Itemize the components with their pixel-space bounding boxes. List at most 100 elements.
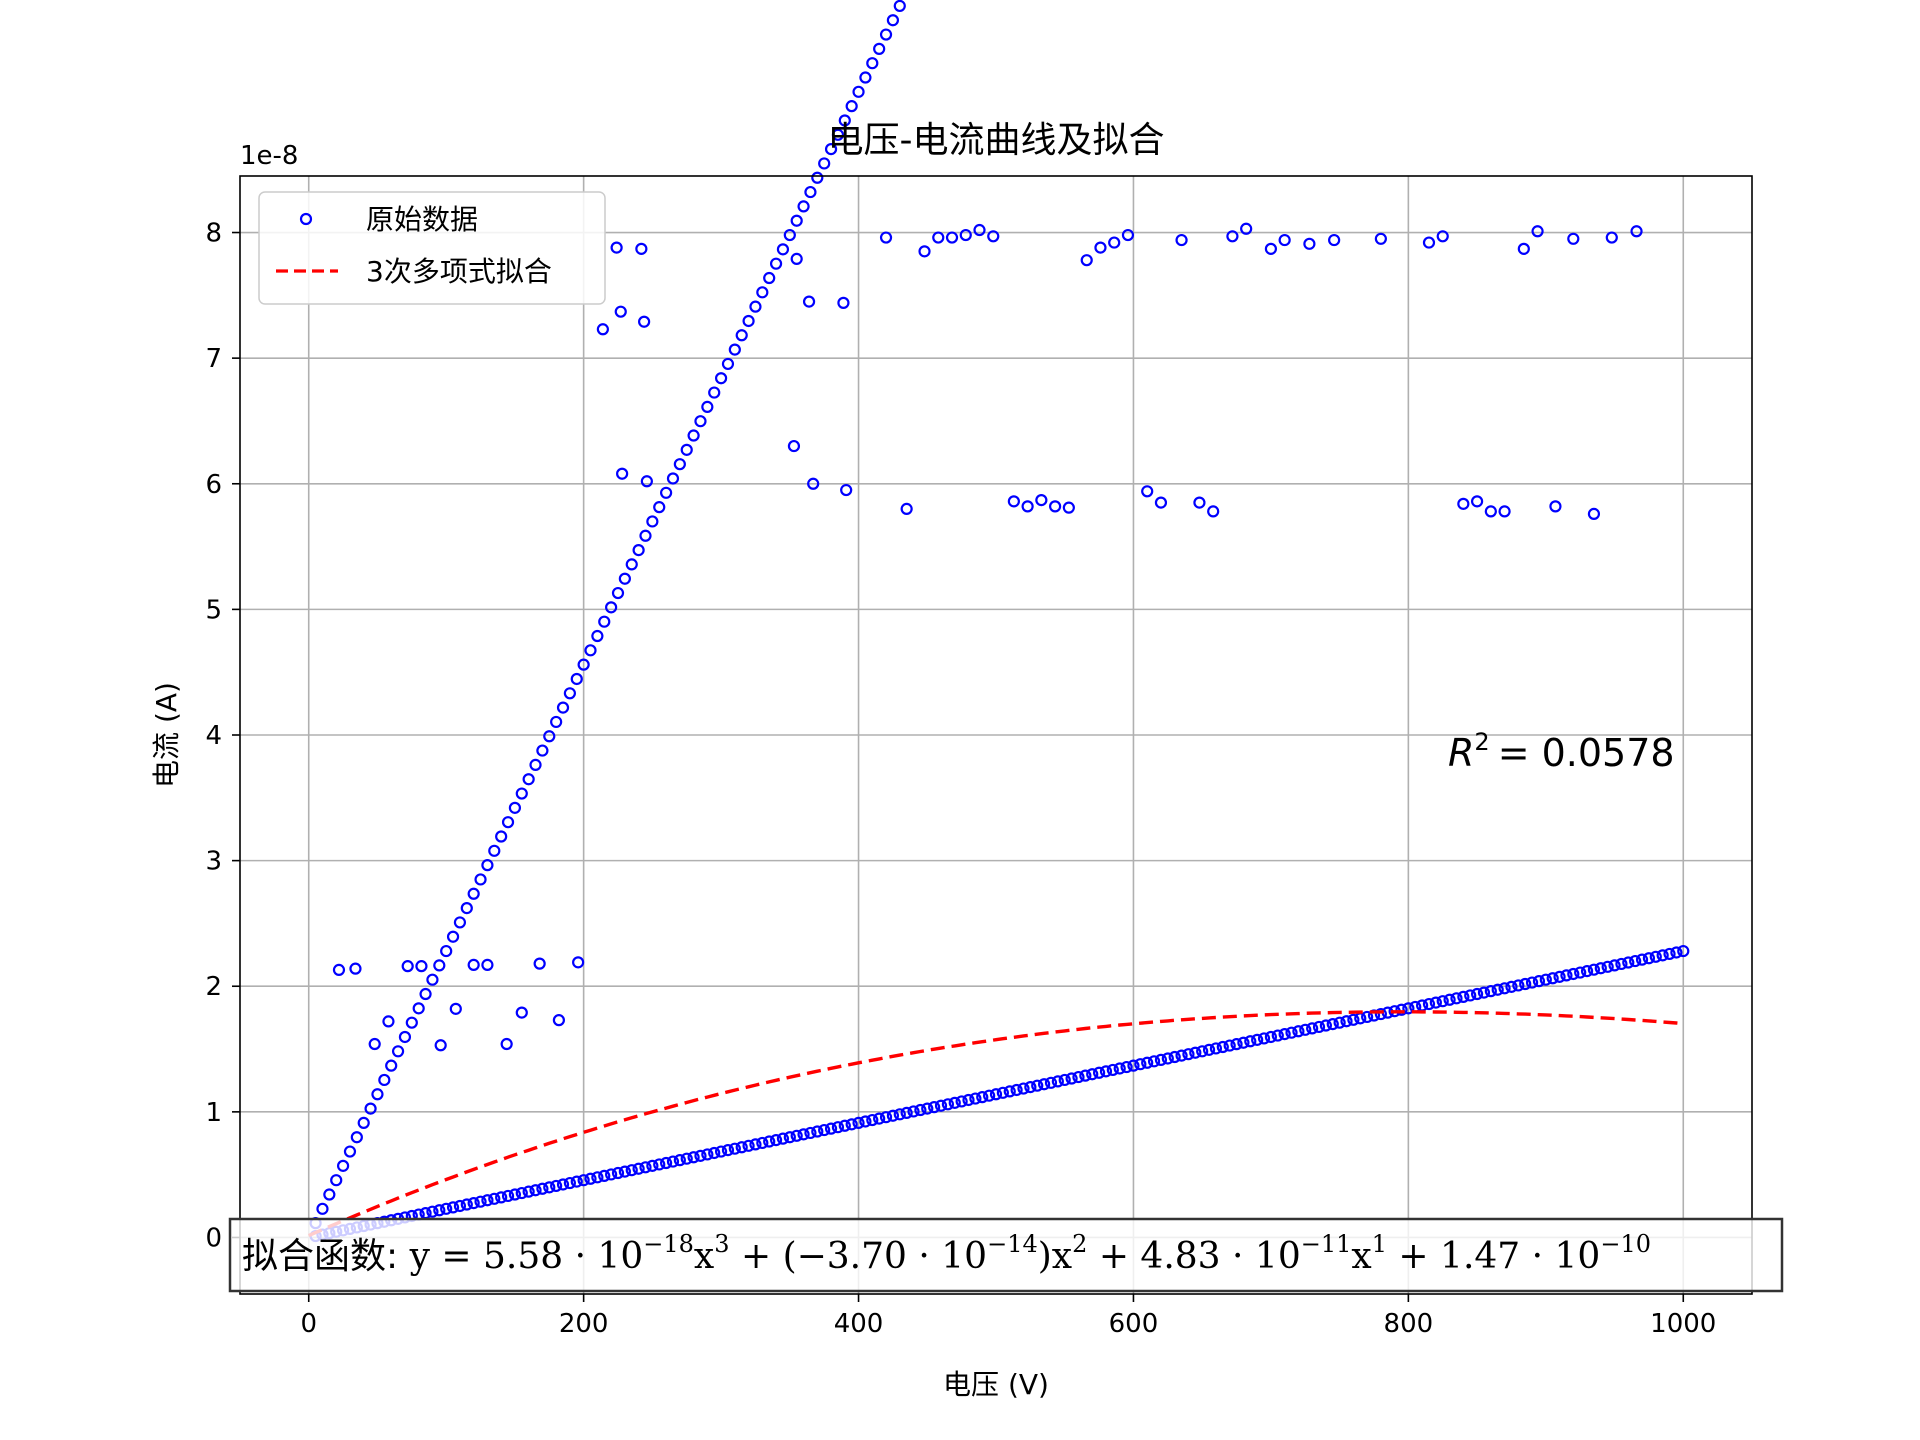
- data-point: [989, 1088, 1003, 1101]
- data-point: [1182, 1048, 1195, 1061]
- data-point: [1086, 1068, 1099, 1081]
- data-point: [522, 1185, 535, 1198]
- data-point: [646, 1159, 659, 1172]
- data-point: [1484, 985, 1497, 998]
- data-point: [598, 1169, 611, 1182]
- data-point: [323, 1188, 336, 1201]
- data-point: [687, 1151, 700, 1164]
- data-point: [859, 71, 872, 84]
- data-point: [515, 1186, 528, 1200]
- data-point: [550, 1179, 563, 1193]
- data-point: [797, 200, 810, 213]
- data-point: [467, 958, 480, 971]
- data-point: [708, 1146, 721, 1160]
- data-point: [1049, 500, 1062, 513]
- data-point: [1031, 1079, 1044, 1092]
- data-point: [1457, 990, 1470, 1003]
- data-point: [673, 1154, 686, 1167]
- data-point: [790, 214, 803, 227]
- equation-superscript: 1: [1372, 1230, 1387, 1258]
- data-point: [591, 1171, 604, 1184]
- r-squared-lhs: R: [1448, 731, 1474, 775]
- data-point: [969, 1092, 982, 1105]
- data-point: [453, 1199, 467, 1213]
- data-point: [1024, 1081, 1037, 1094]
- data-point: [501, 1189, 515, 1203]
- data-point: [945, 231, 959, 244]
- data-point: [1491, 983, 1504, 996]
- data-point: [1079, 1069, 1092, 1082]
- data-point: [1450, 992, 1463, 1005]
- data-point: [1113, 1062, 1126, 1075]
- data-point: [955, 1095, 968, 1108]
- data-point: [398, 1030, 412, 1044]
- data-point: [371, 1088, 384, 1101]
- data-point: [1017, 1082, 1030, 1095]
- data-point: [638, 315, 651, 328]
- data-point: [332, 963, 346, 977]
- data-point: [614, 305, 627, 318]
- data-point: [598, 615, 611, 628]
- data-point: [708, 386, 721, 399]
- data-point: [1312, 1020, 1326, 1034]
- data-point: [1244, 1035, 1257, 1048]
- data-point: [632, 543, 645, 557]
- data-point: [1154, 1053, 1168, 1066]
- data-point: [1278, 233, 1291, 247]
- equation-superscript: −11: [1301, 1230, 1352, 1258]
- data-point: [790, 1129, 803, 1142]
- equation-term: x: [1351, 1236, 1371, 1277]
- data-point: [1629, 954, 1642, 968]
- data-point: [840, 483, 853, 497]
- data-point: [1264, 242, 1278, 255]
- data-point: [488, 844, 501, 857]
- data-point: [653, 1158, 666, 1171]
- data-point: [818, 1123, 831, 1137]
- y-offset-label: 1e-8: [240, 141, 298, 171]
- chart-title: 电压-电流曲线及拟合: [828, 120, 1165, 161]
- data-point: [349, 962, 362, 975]
- data-point: [866, 57, 879, 70]
- data-point: [714, 372, 728, 385]
- data-point: [1196, 1045, 1209, 1058]
- data-point: [1264, 1030, 1278, 1044]
- data-point: [391, 1045, 405, 1058]
- data-point: [543, 1181, 556, 1194]
- data-point: [660, 1156, 673, 1170]
- legend: 原始数据 3次多项式拟合: [258, 191, 606, 305]
- data-point: [818, 157, 831, 170]
- data-point: [728, 1142, 741, 1155]
- data-point: [1642, 952, 1656, 965]
- data-point: [1058, 1073, 1071, 1087]
- data-point: [1594, 962, 1607, 975]
- data-point: [1271, 1029, 1284, 1042]
- data-point: [1099, 1065, 1113, 1078]
- data-point: [1546, 972, 1559, 985]
- data-point: [350, 1131, 363, 1144]
- data-point: [611, 586, 625, 600]
- data-point: [1574, 966, 1587, 979]
- data-point: [1154, 496, 1168, 509]
- data-point: [1230, 1038, 1243, 1051]
- data-point: [316, 1202, 329, 1215]
- data-point: [1121, 228, 1135, 242]
- data-point: [1108, 236, 1121, 249]
- data-point: [412, 1002, 425, 1015]
- data-point: [529, 1184, 542, 1197]
- data-point: [1319, 1019, 1332, 1032]
- data-point: [1429, 996, 1442, 1009]
- data-point: [838, 114, 851, 127]
- data-point: [415, 960, 428, 973]
- data-point: [873, 42, 886, 55]
- data-point: [666, 1155, 680, 1168]
- data-point: [666, 472, 680, 485]
- data-point: [1092, 1066, 1106, 1079]
- data-point: [831, 128, 845, 141]
- r-squared-exponent: 2: [1474, 728, 1489, 756]
- x-tick-label: 800: [1384, 1309, 1434, 1339]
- legend-box: [258, 191, 606, 305]
- data-point: [1532, 975, 1546, 988]
- data-point: [610, 241, 623, 254]
- data-point: [508, 1188, 522, 1201]
